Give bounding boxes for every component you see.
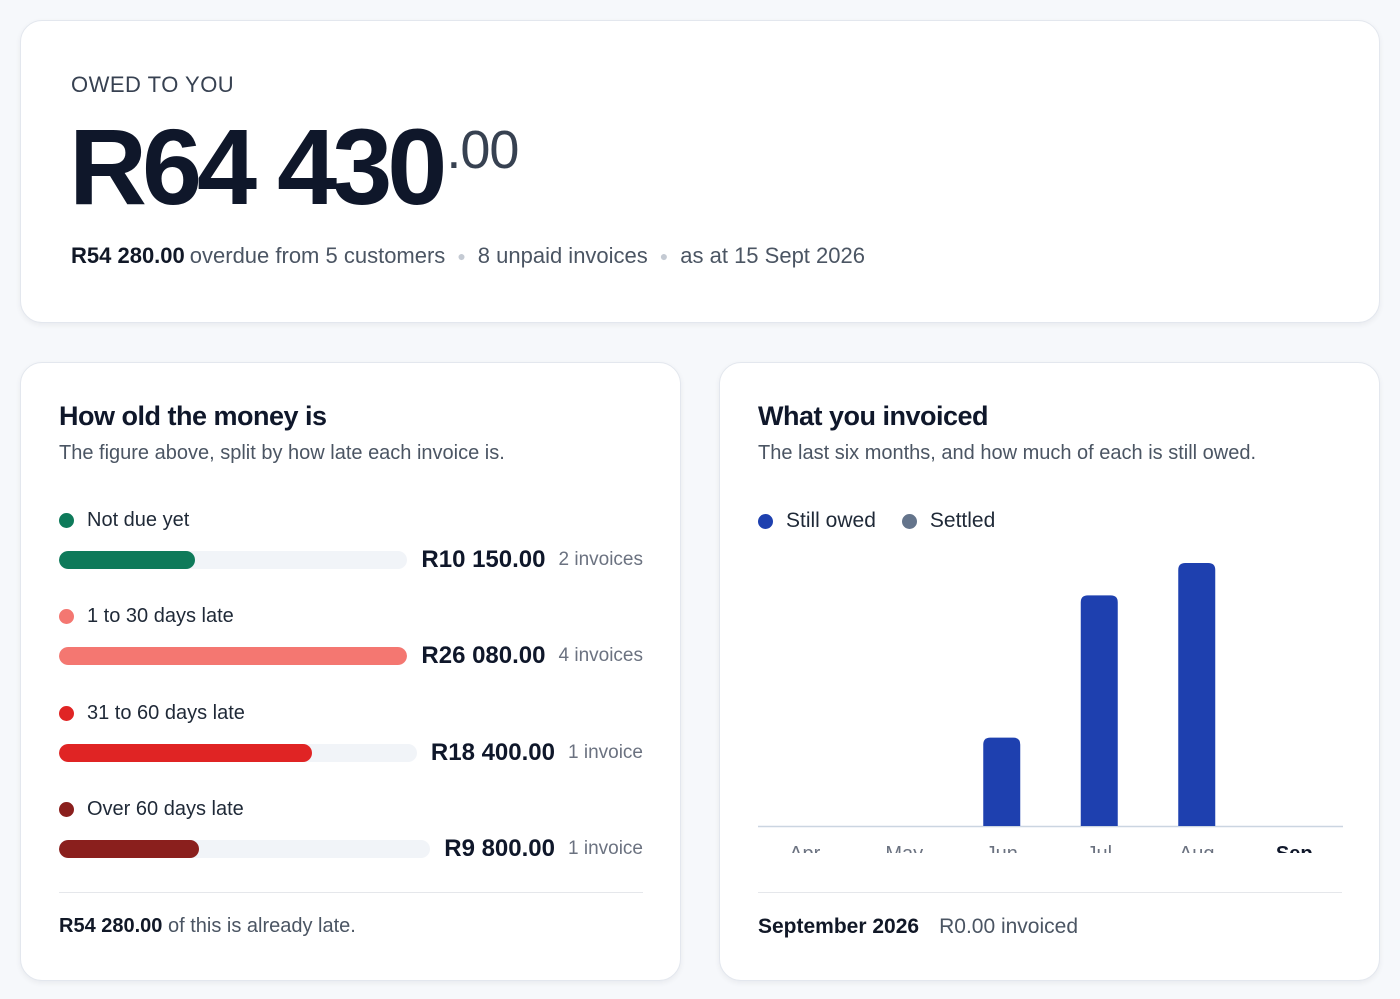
bucket-fill bbox=[59, 647, 408, 665]
legend-dot-icon bbox=[758, 513, 773, 529]
invoiced-subtitle: The last six months, and how much of eac… bbox=[758, 442, 1257, 464]
bucket-track bbox=[59, 744, 417, 762]
x-tick-label-sep[interactable]: Sep bbox=[1276, 843, 1313, 853]
owed-total-main: R64 430 bbox=[69, 106, 447, 227]
invoiced-footer: September 2026 R0.00 invoiced bbox=[758, 915, 1078, 939]
bucket-label: Not due yet bbox=[59, 509, 189, 532]
bucket-row: R9 800.00 1 invoice bbox=[59, 834, 643, 864]
bucket-amount: R26 080.00 bbox=[421, 642, 546, 669]
bucket-label: 31 to 60 days late bbox=[59, 702, 245, 725]
aging-bucket-31-60[interactable]: 31 to 60 days late R18 400.00 1 invoice bbox=[59, 702, 643, 772]
bucket-row: R26 080.00 4 invoices bbox=[59, 641, 643, 671]
legend-still-owed: Still owed bbox=[758, 509, 876, 533]
bucket-label: Over 60 days late bbox=[59, 798, 244, 821]
invoiced-bar-chart: Apr May Jun Jul Aug Sep bbox=[758, 562, 1343, 853]
bucket-track bbox=[59, 840, 431, 858]
aging-title: How old the money is bbox=[59, 401, 327, 431]
footer-value: R0.00 invoiced bbox=[939, 915, 1079, 938]
unpaid-count: 8 unpaid invoices bbox=[477, 243, 648, 268]
x-tick-label-apr[interactable]: Apr bbox=[789, 843, 820, 853]
owed-total-cents: .00 bbox=[446, 120, 519, 180]
bucket-row: R18 400.00 1 invoice bbox=[59, 738, 643, 768]
bar-still-owed-jun[interactable] bbox=[983, 737, 1021, 826]
footer-month: September 2026 bbox=[758, 915, 920, 938]
bucket-label-text: Not due yet bbox=[87, 509, 190, 531]
bucket-amount: R9 800.00 bbox=[444, 835, 555, 862]
bucket-dot-icon bbox=[59, 513, 74, 528]
bucket-amount: R10 150.00 bbox=[421, 546, 546, 573]
owed-meta: R54 280.00 overdue from 5 customers ● 8 … bbox=[71, 243, 865, 269]
bucket-count: 1 invoice bbox=[568, 742, 643, 763]
bucket-count: 1 invoice bbox=[568, 838, 643, 859]
separator-dot: ● bbox=[659, 248, 669, 264]
bucket-label-text: 1 to 30 days late bbox=[87, 605, 234, 627]
bucket-amount: R18 400.00 bbox=[430, 739, 555, 766]
legend-dot-icon bbox=[901, 513, 917, 529]
bar-still-owed-jul[interactable] bbox=[1080, 595, 1118, 826]
bucket-track bbox=[59, 551, 408, 569]
x-tick-label-jul[interactable]: Jul bbox=[1086, 843, 1112, 853]
legend-settled: Settled bbox=[901, 509, 996, 533]
owed-eyebrow: OWED TO YOU bbox=[71, 72, 235, 97]
bucket-label-text: Over 60 days late bbox=[87, 798, 244, 820]
overdue-text: overdue from 5 customers bbox=[189, 243, 446, 268]
aging-card: How old the money is The figure above, s… bbox=[20, 362, 681, 981]
legend-label: Still owed bbox=[786, 509, 876, 532]
invoiced-card: What you invoiced The last six months, a… bbox=[719, 362, 1380, 981]
bucket-dot-icon bbox=[59, 706, 74, 721]
invoiced-title: What you invoiced bbox=[758, 401, 989, 431]
bucket-label: 1 to 30 days late bbox=[59, 605, 234, 628]
aging-divider bbox=[59, 892, 643, 893]
aging-bucket-not-due[interactable]: Not due yet R10 150.00 2 invoices bbox=[59, 509, 643, 579]
aging-subtitle: The figure above, split by how late each… bbox=[59, 442, 505, 464]
x-tick-label-aug[interactable]: Aug bbox=[1179, 843, 1215, 853]
legend-label: Settled bbox=[929, 509, 996, 532]
aging-bucket-1-30[interactable]: 1 to 30 days late R26 080.00 4 invoices bbox=[59, 605, 643, 675]
invoiced-divider bbox=[758, 892, 1342, 893]
bucket-count: 4 invoices bbox=[558, 645, 644, 666]
owed-total: R64 430 .00 bbox=[69, 106, 519, 227]
bucket-dot-icon bbox=[59, 609, 74, 624]
bucket-label-text: 31 to 60 days late bbox=[87, 702, 245, 724]
bucket-fill bbox=[59, 744, 312, 762]
bucket-count: 2 invoices bbox=[558, 549, 644, 570]
bucket-row: R10 150.00 2 invoices bbox=[59, 545, 643, 575]
separator-dot: ● bbox=[457, 248, 466, 264]
bar-still-owed-aug[interactable] bbox=[1178, 562, 1216, 826]
chart-legend: Still owed Settled bbox=[758, 509, 1021, 533]
bucket-fill bbox=[59, 551, 195, 569]
aging-bucket-over-60[interactable]: Over 60 days late R9 800.00 1 invoice bbox=[59, 798, 643, 868]
as-at-date: as at 15 Sept 2026 bbox=[680, 243, 865, 268]
aging-footnote: R54 280.00 of this is already late. bbox=[59, 915, 356, 938]
late-amount: R54 280.00 bbox=[59, 915, 163, 937]
bucket-track bbox=[59, 647, 408, 665]
bucket-fill bbox=[59, 840, 199, 858]
late-text: of this is already late. bbox=[167, 915, 356, 937]
owed-summary-card: OWED TO YOU R64 430 .00 R54 280.00 overd… bbox=[20, 20, 1380, 323]
x-tick-label-jun[interactable]: Jun bbox=[986, 843, 1018, 853]
x-tick-label-may[interactable]: May bbox=[885, 843, 923, 853]
overdue-amount: R54 280.00 bbox=[71, 243, 185, 268]
bucket-dot-icon bbox=[59, 802, 74, 817]
